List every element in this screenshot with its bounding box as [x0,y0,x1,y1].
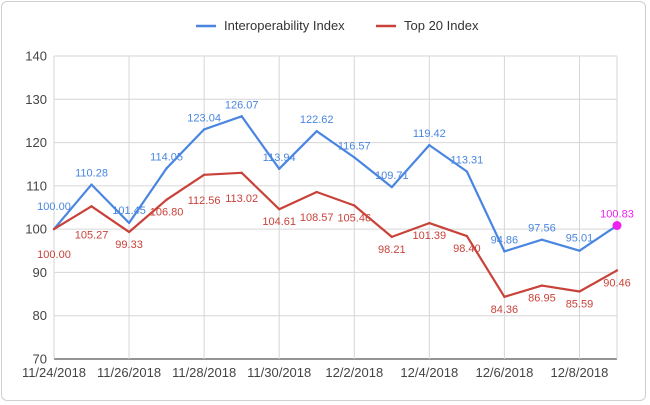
interoperability-data-label: 100.00 [37,201,71,213]
top20-point [465,234,469,238]
top20-data-label: 108.57 [300,212,334,224]
top20-data-label: 105.27 [75,229,109,241]
interoperability-data-label: 95.01 [566,233,594,245]
top20-point [165,198,168,201]
highlighted-point [612,221,622,231]
interoperability-point [202,128,206,131]
y-tick-label: 100 [25,222,47,237]
interoperability-point [353,156,356,159]
top20-data-label: 113.02 [225,193,258,205]
x-tick-label: 12/4/2018 [400,365,458,380]
x-tick-label: 12/2/2018 [325,365,383,380]
top20-point [278,207,281,211]
interoperability-data-label: 116.57 [338,140,371,152]
y-tick-label: 110 [26,178,47,193]
top20-data-label: 101.39 [413,230,447,242]
interoperability-data-label: 110.28 [75,168,108,180]
interoperability-point [465,170,469,173]
interoperability-index-line [53,115,618,253]
top20-data-label: 90.46 [603,277,631,289]
top20-point [540,284,544,287]
legend-label: Interoperability Index [224,18,345,33]
top20-point [52,227,56,231]
interoperability-data-label: 97.56 [528,223,556,235]
top20-data-label: 105.46 [337,213,371,225]
x-tick-label: 11/30/2018 [247,365,311,380]
top20-data-label: 100.00 [37,249,71,261]
x-tick-label: 11/24/2018 [22,365,86,380]
interoperability-point [390,185,393,189]
interoperability-point [127,221,131,225]
x-tick-label: 12/6/2018 [475,365,533,380]
top20-point [615,269,619,272]
y-tick-label: 140 [25,49,47,64]
top20-point [390,235,393,239]
interoperability-data-label: 114.05 [150,151,183,163]
interoperability-data-label: 100.83 [600,209,634,221]
x-tick-label: 11/26/2018 [97,365,161,380]
top20-point [428,221,431,225]
x-tick-label: 11/28/2018 [172,365,236,380]
top20-data-label: 98.40 [453,243,481,255]
interoperability-data-label: 119.42 [413,128,446,140]
interoperability-data-label: 113.94 [263,152,296,164]
top20-point [578,290,581,293]
top20-data-label: 106.80 [150,207,184,219]
top20-point [240,171,243,174]
interoperability-data-label: 126.07 [225,99,259,111]
interoperability-point [90,183,93,186]
top20-point [315,190,318,194]
top20-data-label: 112.56 [188,195,221,207]
y-tick-label: 130 [25,92,47,107]
interoperability-data-label: 101.45 [112,205,146,217]
x-tick-label: 12/8/2018 [551,365,609,380]
interoperability-point [540,238,544,241]
y-tick-label: 70 [33,352,47,367]
interoperability-point [315,130,318,133]
top20-point [127,230,131,234]
interoperability-point [503,250,506,253]
y-tick-label: 120 [25,135,47,150]
interoperability-data-label: 123.04 [187,112,221,124]
top20-point [503,295,506,299]
interoperability-data-label: 94.86 [491,234,519,246]
interoperability-data-label: 109.71 [375,170,409,182]
top20-data-label: 98.21 [378,244,406,256]
top20-point [90,205,93,208]
legend-label: Top 20 Index [404,18,479,33]
top20-data-label: 99.33 [115,239,143,251]
interoperability-data-label: 122.62 [300,114,334,126]
top20-data-label: 104.61 [262,216,296,228]
interoperability-point [278,167,281,171]
interoperability-point [165,167,168,170]
top20-data-label: 85.59 [566,299,594,311]
interoperability-data-label: 113.31 [450,155,483,167]
interoperability-point [428,143,431,147]
top20-point [202,173,206,176]
interoperability-point [240,115,243,118]
interoperability-point [578,249,581,252]
y-tick-label: 90 [33,265,47,280]
top20-point [353,204,356,207]
top20-data-label: 84.36 [491,304,519,316]
top20-data-label: 86.95 [528,293,556,305]
top-20-index-line [53,171,618,298]
y-tick-label: 80 [33,308,47,323]
